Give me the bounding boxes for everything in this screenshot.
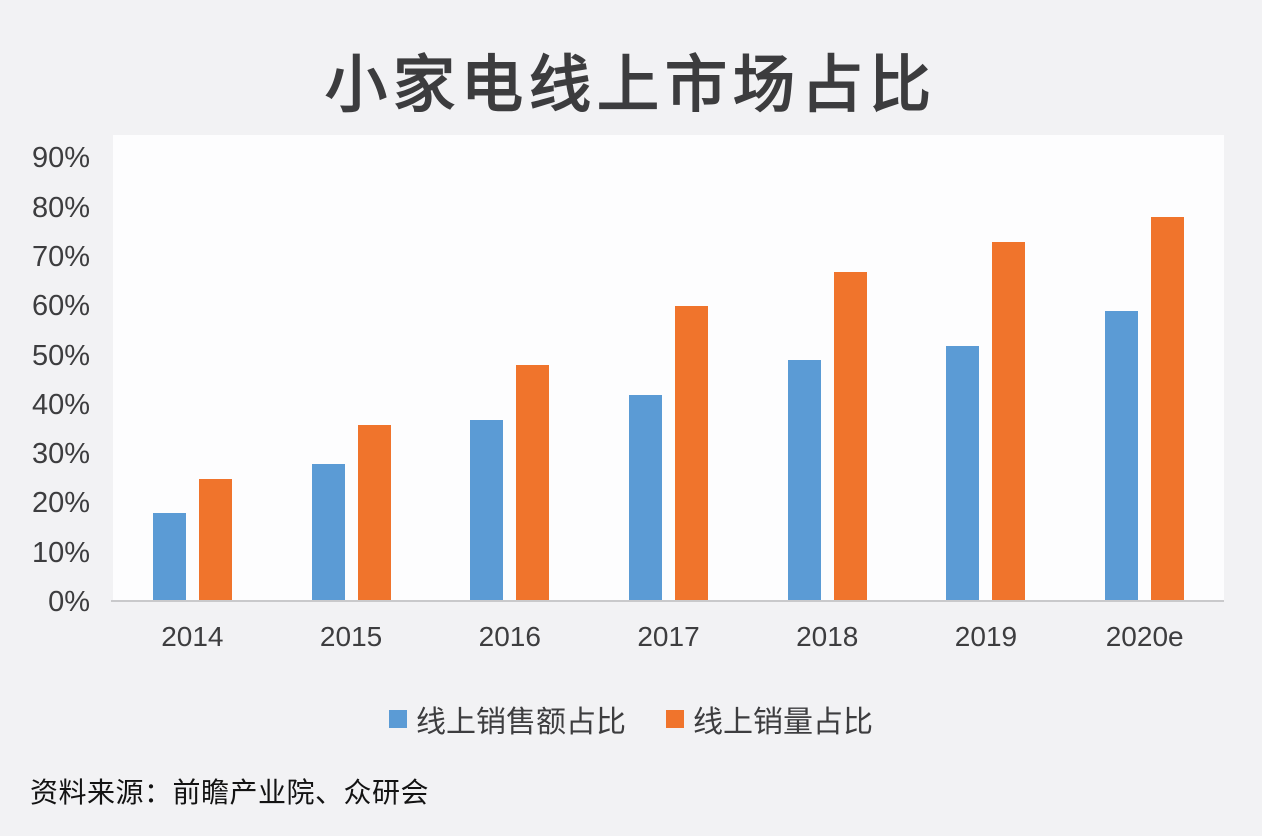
- y-tick-label: 10%: [31, 537, 90, 569]
- x-axis-label: 2020e: [1105, 621, 1184, 652]
- legend-swatch-volume-icon: [666, 710, 684, 728]
- y-tick-label: 90%: [31, 142, 90, 174]
- bar-volume: [198, 479, 232, 602]
- y-tick-label: 60%: [31, 290, 90, 322]
- x-axis-labels: 2014 2015 2016 2017 2018 2019 2020e: [113, 620, 1224, 654]
- bar-volume: [992, 242, 1026, 602]
- bar-sales: [1105, 311, 1139, 602]
- bar-volume: [516, 365, 550, 602]
- y-tick-label: 0%: [48, 586, 90, 618]
- x-axis-label: 2014: [161, 621, 224, 652]
- bar-group: [272, 425, 431, 602]
- legend-item-volume: 线上销量占比: [666, 697, 873, 741]
- bar-volume: [357, 425, 391, 602]
- x-axis-label: 2018: [796, 621, 859, 652]
- x-axis-label: 2016: [478, 621, 541, 652]
- bars-region: [113, 135, 1224, 602]
- y-tick-label: 50%: [31, 340, 90, 372]
- bar-sales: [946, 346, 980, 602]
- bar-sales: [787, 360, 821, 602]
- x-axis-label: 2019: [954, 621, 1018, 652]
- bar-sales: [311, 464, 345, 602]
- bar-volume: [675, 306, 709, 602]
- bar-sales: [629, 395, 663, 602]
- legend-label-sales: 线上销售额占比: [416, 706, 626, 739]
- legend-item-sales: 线上销售额占比: [389, 697, 626, 741]
- y-tick-label: 80%: [31, 192, 90, 224]
- y-tick-label: 70%: [31, 241, 90, 273]
- x-axis-label: 2017: [637, 621, 700, 652]
- bar-sales: [470, 420, 504, 602]
- x-axis-label: 2015: [319, 621, 383, 652]
- y-tick-label: 20%: [31, 487, 90, 519]
- legend-label-volume: 线上销量占比: [693, 706, 873, 739]
- bar-volume: [1151, 217, 1185, 602]
- y-tick-label: 30%: [31, 438, 90, 470]
- bar-group: [430, 365, 589, 602]
- y-tick-label: 40%: [31, 389, 90, 421]
- bar-group: [1065, 217, 1224, 602]
- bar-group: [748, 272, 907, 602]
- plot-area: [111, 135, 1224, 602]
- legend-swatch-sales-icon: [389, 710, 407, 728]
- bar-sales: [152, 513, 186, 602]
- bar-volume: [833, 272, 867, 602]
- source-note: 资料来源：前瞻产业院、众研会: [30, 777, 430, 808]
- legend: 线上销售额占比 线上销量占比: [0, 697, 1262, 741]
- chart-title: 小家电线上市场占比: [324, 51, 937, 120]
- bar-group: [589, 306, 748, 602]
- x-axis-line: [111, 600, 1224, 602]
- bar-group: [907, 242, 1066, 602]
- bar-group: [113, 479, 272, 602]
